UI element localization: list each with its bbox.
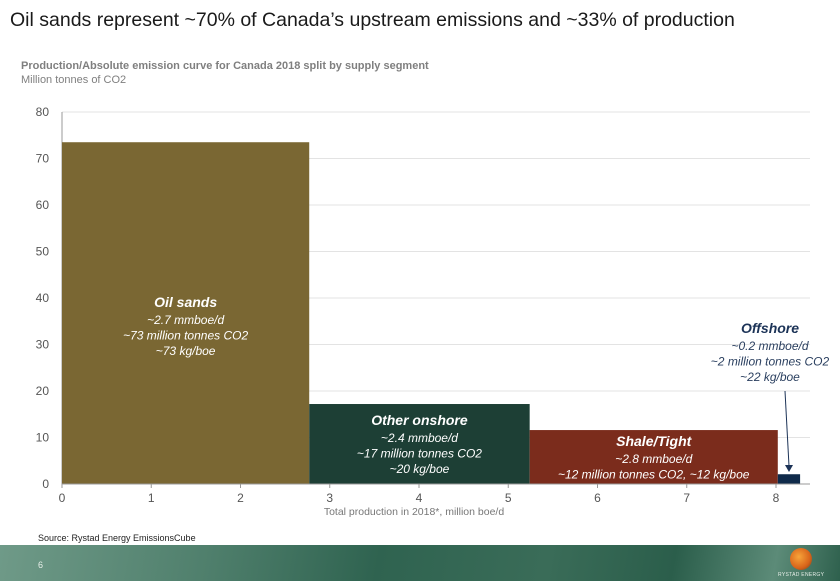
y-axis-label: Million tonnes of CO2 xyxy=(21,74,127,86)
y-tick-label: 50 xyxy=(36,245,50,259)
segment-detail: ~2 million tonnes CO2 xyxy=(711,355,830,369)
x-tick-label: 5 xyxy=(505,491,512,505)
chart: 0 10 20 30 40 50 60 70 80 0 1 2 3 4 5 6 7 8 Total producti… xyxy=(36,105,830,518)
y-tick-label: 80 xyxy=(36,105,50,119)
segment-detail: ~2.7 mmboe/d xyxy=(147,313,224,327)
bar-offshore xyxy=(777,474,801,484)
logo-text: RYSTAD ENERGY xyxy=(778,572,825,578)
segment-name: Shale/Tight xyxy=(616,433,693,449)
rystad-logo-icon xyxy=(790,548,812,570)
y-tick-label: 20 xyxy=(36,384,50,398)
bar-other-onshore xyxy=(309,404,530,484)
segment-name: Offshore xyxy=(741,320,799,336)
x-tick-label: 2 xyxy=(237,491,244,505)
x-tick-label: 7 xyxy=(683,491,690,505)
segment-detail: ~17 million tonnes CO2 xyxy=(357,447,482,461)
x-tick-label: 6 xyxy=(594,491,601,505)
segment-detail: ~73 kg/boe xyxy=(156,344,216,358)
x-axis-label: Total production in 2018*, million boe/d xyxy=(324,506,505,518)
segment-detail: ~73 million tonnes CO2 xyxy=(123,329,248,343)
segment-detail: ~2.8 mmboe/d xyxy=(615,452,692,466)
bar-oil-sands xyxy=(62,142,310,484)
y-tick-label: 10 xyxy=(36,431,50,445)
y-tick-label: 70 xyxy=(36,152,50,166)
x-tick-label: 8 xyxy=(773,491,780,505)
source-note: Source: Rystad Energy EmissionsCube xyxy=(38,533,196,543)
segment-detail: ~20 kg/boe xyxy=(390,462,450,476)
arrow-head-icon xyxy=(785,465,793,472)
segment-name: Oil sands xyxy=(154,294,217,310)
footer-band xyxy=(0,545,840,581)
offshore-arrow xyxy=(784,390,790,467)
x-tick-label: 3 xyxy=(326,491,333,505)
slide-title: Oil sands represent ~70% of Canada’s ups… xyxy=(10,9,735,31)
segment-detail: ~12 million tonnes CO2, ~12 kg/boe xyxy=(558,468,750,482)
segment-detail: ~2.4 mmboe/d xyxy=(381,431,458,445)
segment-detail: ~0.2 mmboe/d xyxy=(731,339,808,353)
y-tick-label: 40 xyxy=(36,291,50,305)
x-tick-label: 4 xyxy=(416,491,423,505)
page-number: 6 xyxy=(38,560,44,570)
x-tick-label: 1 xyxy=(148,491,155,505)
y-tick-label: 30 xyxy=(36,338,50,352)
segment-detail: ~22 kg/boe xyxy=(740,370,800,384)
y-tick-label: 60 xyxy=(36,198,50,212)
bar-shale-tight xyxy=(529,430,778,484)
x-tick-label: 0 xyxy=(59,491,66,505)
segment-name: Other onshore xyxy=(371,412,468,428)
y-tick-label: 0 xyxy=(42,477,49,491)
chart-title: Production/Absolute emission curve for C… xyxy=(21,60,429,72)
